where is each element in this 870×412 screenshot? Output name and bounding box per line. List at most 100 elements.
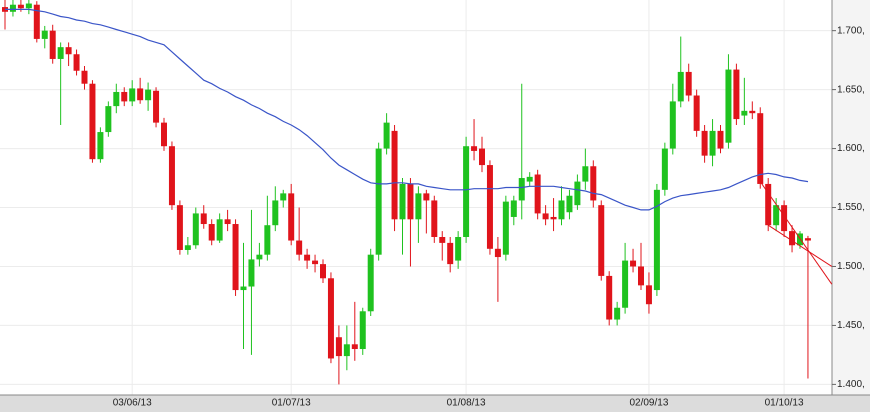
candle-body — [606, 275, 613, 320]
candle-body — [200, 213, 207, 225]
candle-body — [224, 219, 231, 225]
candle-body — [65, 47, 72, 55]
candle-body — [614, 307, 621, 320]
candle-body — [272, 200, 279, 226]
candle-body — [574, 181, 581, 206]
candle-body — [439, 237, 446, 243]
candle-body — [176, 205, 183, 250]
trend-line — [767, 224, 833, 267]
candle-body — [765, 183, 772, 226]
candle-body — [351, 344, 358, 350]
candle-body — [335, 337, 342, 357]
x-axis-panel — [0, 395, 870, 412]
candle-body — [280, 193, 287, 201]
candle-body — [757, 113, 764, 184]
candle-body — [192, 213, 199, 246]
x-tick-label: 01/08/13 — [447, 398, 486, 409]
candle-body — [145, 89, 152, 101]
y-tick-label: 1.650, — [837, 84, 865, 95]
candle-body — [582, 166, 589, 182]
candle-body — [73, 54, 80, 71]
candle-body — [296, 240, 303, 255]
candle-body — [129, 88, 136, 102]
candle-body — [717, 130, 724, 149]
candle-body — [693, 95, 700, 131]
candle-body — [153, 90, 160, 123]
x-tick-label: 01/10/13 — [765, 398, 804, 409]
candle-body — [630, 260, 637, 267]
candle-body — [431, 200, 438, 237]
candle-body — [304, 254, 311, 261]
candle-body — [725, 69, 732, 143]
candle-body — [749, 110, 756, 114]
y-tick-label: 1.600, — [837, 143, 865, 154]
candle-body — [781, 205, 788, 232]
candle-body — [375, 148, 382, 255]
candle-body — [502, 201, 509, 255]
candle-body — [264, 225, 271, 255]
candle-body — [383, 122, 390, 149]
candle-body — [534, 174, 541, 214]
candle-body — [168, 146, 175, 206]
candle-body — [288, 193, 295, 241]
candle-body — [471, 146, 478, 151]
candle-body — [494, 248, 501, 258]
candle-body — [455, 237, 462, 261]
candle-body — [479, 148, 485, 166]
candle-body — [733, 69, 740, 120]
candle-body — [415, 193, 422, 220]
moving-average-line — [5, 8, 809, 211]
candle-body — [789, 231, 796, 246]
x-tick-label: 03/06/13 — [113, 398, 152, 409]
candle-body — [359, 311, 366, 350]
candle-body — [121, 91, 128, 102]
candle-body — [327, 278, 334, 359]
candle-body — [161, 122, 167, 147]
candle-body — [590, 166, 597, 201]
trend-line — [759, 181, 833, 285]
candle-body — [542, 213, 549, 220]
candle-body — [526, 176, 533, 182]
candle-body — [81, 70, 88, 84]
candle-body — [105, 106, 112, 133]
candle-body — [677, 71, 684, 102]
candle-body — [41, 30, 48, 39]
candle-body — [240, 286, 247, 291]
candle-body — [33, 4, 40, 39]
x-tick-label: 02/09/13 — [629, 398, 668, 409]
candle-body — [97, 132, 104, 160]
candle-body — [804, 238, 811, 241]
candle-body — [638, 266, 644, 286]
candle-body — [9, 4, 16, 12]
x-tick-label: 01/07/13 — [272, 398, 311, 409]
candle-body — [661, 148, 668, 190]
y-tick-label: 1.450, — [837, 320, 865, 331]
candle-body — [709, 130, 716, 156]
candle-body — [137, 88, 144, 101]
candle-body — [598, 205, 605, 276]
candle-body — [566, 195, 573, 213]
candle-body — [447, 242, 454, 265]
candle-body — [89, 83, 96, 160]
y-tick-label: 1.700, — [837, 25, 865, 36]
candle-body — [184, 245, 191, 250]
y-tick-label: 1.500, — [837, 261, 865, 272]
candle-body — [486, 165, 493, 249]
candle-body — [550, 216, 557, 220]
candle-body — [49, 30, 56, 59]
candle-body — [17, 4, 24, 9]
candle-body — [685, 71, 692, 96]
candle-body — [113, 91, 120, 107]
candle-body — [701, 130, 708, 156]
candle-body — [208, 224, 215, 241]
candle-body — [518, 178, 525, 201]
y-axis-panel — [832, 0, 870, 412]
candle-body — [256, 254, 263, 260]
candle-body — [320, 264, 326, 279]
candle-body — [463, 146, 470, 237]
y-tick-label: 1.550, — [837, 202, 865, 213]
candle-body — [558, 200, 565, 220]
candle-body — [653, 189, 660, 291]
candle-body — [367, 254, 374, 312]
